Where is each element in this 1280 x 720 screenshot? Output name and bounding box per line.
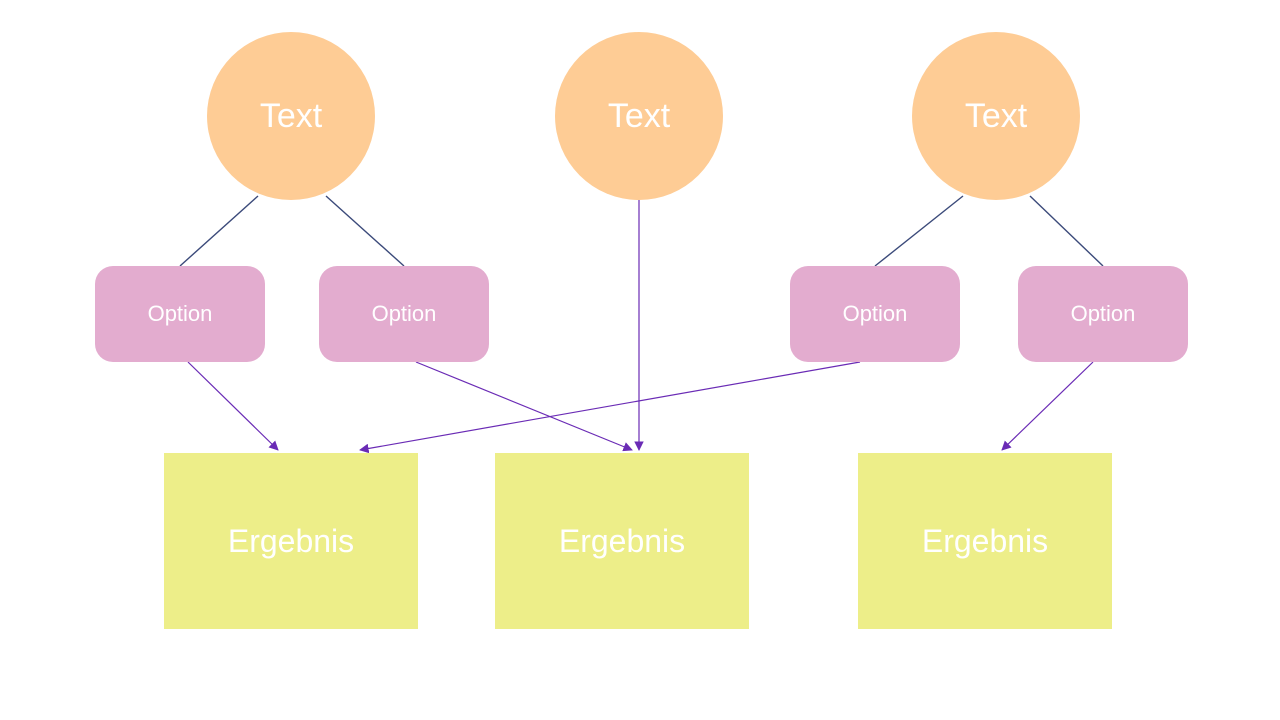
- node-r1: Ergebnis: [164, 453, 418, 629]
- edge-c3-o3: [875, 196, 963, 266]
- node-r2: Ergebnis: [495, 453, 749, 629]
- edge-o2-r2: [416, 362, 632, 450]
- node-label: Text: [260, 97, 322, 136]
- node-label: Option: [372, 301, 437, 327]
- node-o4: Option: [1018, 266, 1188, 362]
- node-c1: Text: [207, 32, 375, 200]
- edge-c3-o4: [1030, 196, 1103, 266]
- node-c2: Text: [555, 32, 723, 200]
- node-r3: Ergebnis: [858, 453, 1112, 629]
- node-o3: Option: [790, 266, 960, 362]
- node-o2: Option: [319, 266, 489, 362]
- node-label: Option: [1071, 301, 1136, 327]
- node-label: Ergebnis: [228, 523, 354, 560]
- node-label: Option: [148, 301, 213, 327]
- node-label: Text: [608, 97, 670, 136]
- node-o1: Option: [95, 266, 265, 362]
- node-label: Ergebnis: [922, 523, 1048, 560]
- edge-c1-o2: [326, 196, 404, 266]
- edge-o3-r1: [360, 362, 860, 450]
- node-c3: Text: [912, 32, 1080, 200]
- edge-o4-r3: [1002, 362, 1093, 450]
- node-label: Ergebnis: [559, 523, 685, 560]
- edge-c1-o1: [180, 196, 258, 266]
- node-label: Text: [965, 97, 1027, 136]
- edge-o1-r1: [188, 362, 278, 450]
- node-label: Option: [843, 301, 908, 327]
